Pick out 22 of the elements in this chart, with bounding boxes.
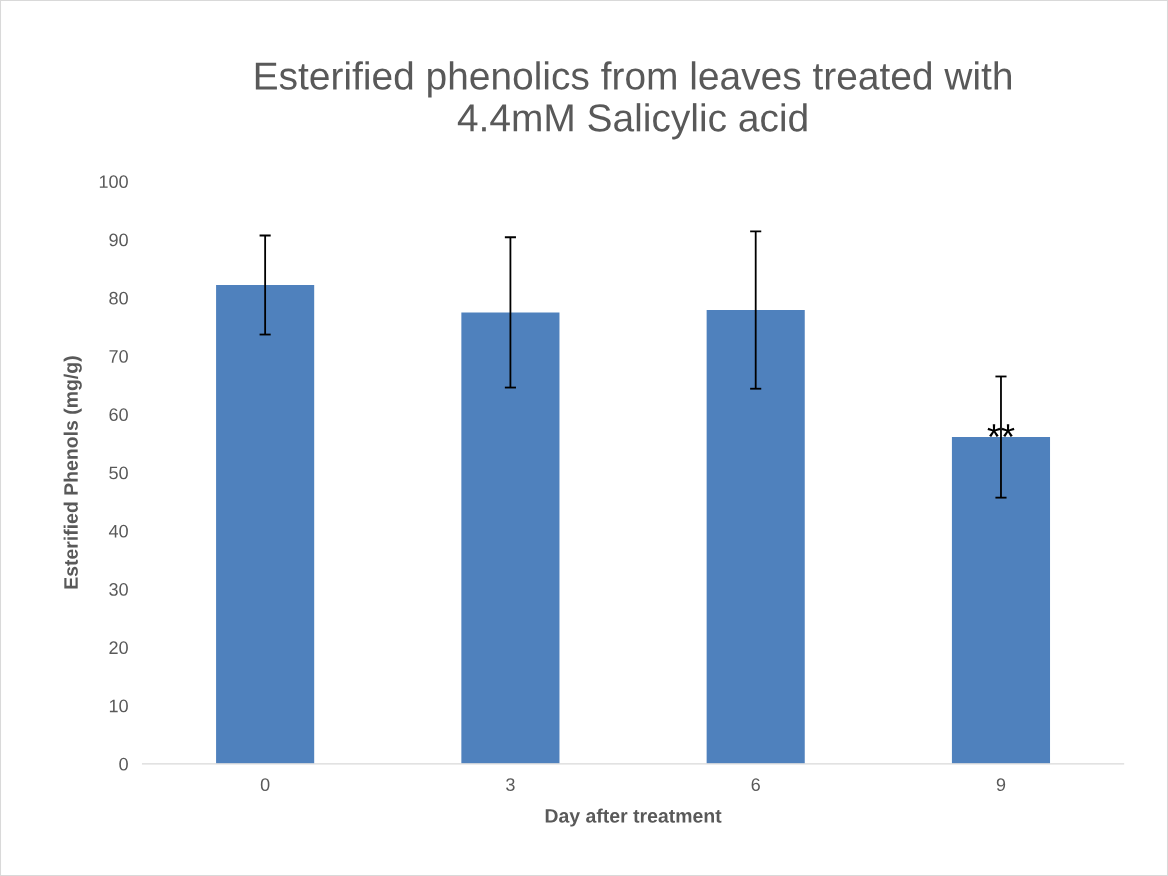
x-axis-title: Day after treatment (545, 808, 722, 827)
bar (706, 310, 805, 764)
bar (216, 285, 315, 764)
y-tick-label: 30 (109, 583, 128, 596)
y-tick-label: 100 (99, 175, 128, 189)
bar (951, 437, 1051, 764)
y-tick-label: 20 (109, 641, 128, 655)
y-tick-label: 10 (109, 699, 128, 713)
x-tick-label: 0 (260, 778, 270, 792)
y-tick-label: 70 (109, 350, 128, 363)
y-tick-label: 60 (109, 408, 128, 422)
x-tick-label: 3 (506, 778, 515, 792)
y-tick-label: 80 (109, 291, 128, 305)
x-tick-label: 6 (751, 778, 760, 792)
y-tick-label: 0 (119, 757, 128, 771)
chart-title: Esterified phenolics from leaves treated with 4.4mM Salicylic acid (255, 61, 1011, 140)
y-tick-label: 90 (109, 233, 128, 247)
y-axis-title: Esterified Phenols (mg/g) (63, 356, 82, 589)
y-tick-label: 50 (109, 466, 128, 480)
y-tick-label: 40 (108, 524, 128, 538)
x-tick-label: 9 (996, 778, 1006, 792)
bar (461, 312, 560, 764)
